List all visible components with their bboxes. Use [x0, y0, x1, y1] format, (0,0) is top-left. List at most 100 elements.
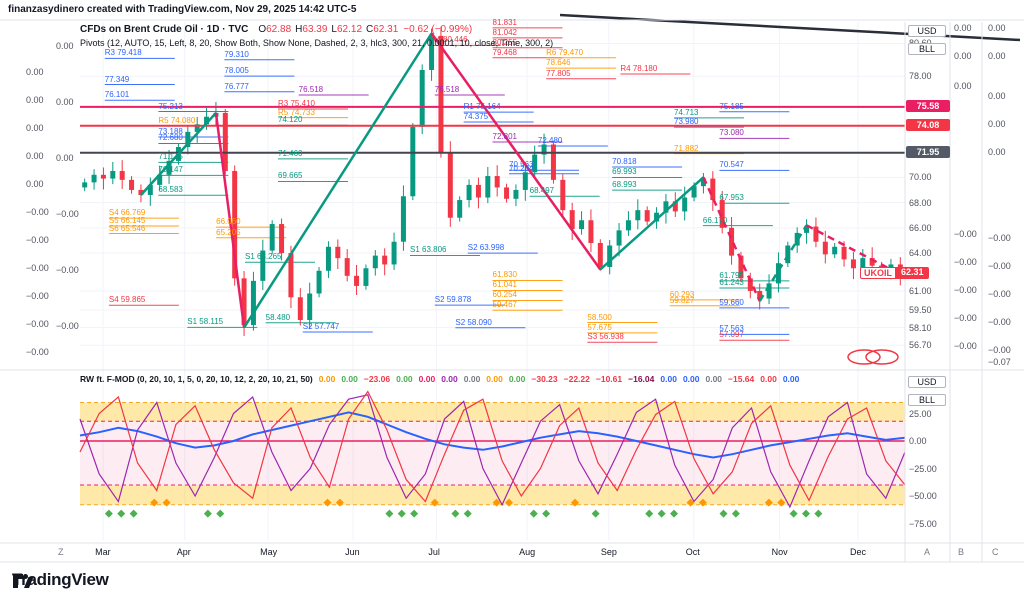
pivot-level-label: 66.060 [216, 217, 241, 227]
left-scale-value: −0.00 [26, 263, 49, 273]
pivot-level-label: S2 57.747 [302, 322, 340, 331]
pivots-indicator-legend[interactable]: Pivots (12, AUTO, 15, Left, 8, 20, Show … [80, 38, 554, 48]
pivot-level-label: 61.243 [719, 277, 744, 287]
left-scale-value: 0.00 [26, 95, 44, 105]
pivot-level-label: 71.460 [278, 148, 303, 158]
pivot-level-label: 59.827 [669, 295, 695, 305]
indicator-unit-badge[interactable]: BLL [908, 394, 946, 406]
pivot-level-label: 60.293 [669, 289, 695, 299]
pivot-level-label: 75.185 [719, 101, 744, 111]
pivot-level-label: 74.713 [674, 107, 699, 117]
pivot-level-label: 60.254 [492, 290, 517, 300]
indicator-value: −22.22 [563, 374, 590, 384]
indicator-currency-badge[interactable]: USD [908, 376, 946, 388]
indicator-value: 0.00 [341, 374, 358, 384]
time-axis-month: Jun [345, 547, 360, 557]
oscillator-bands [80, 402, 905, 506]
pivot-level-label: R1 75.164 [463, 102, 501, 112]
pivot-level-label: 61.041 [492, 280, 517, 290]
pivot-level-label: 59.467 [492, 300, 517, 310]
pivot-level-label: 70.147 [158, 165, 183, 175]
extra-scale-value: −0.00 [988, 345, 1011, 355]
pivot-level-label: S1 63.806 [410, 245, 447, 255]
extra-scale-value: 0.00 [988, 23, 1006, 33]
left-corner-letter[interactable]: Z [58, 547, 64, 557]
right-corner-letter[interactable]: C [992, 547, 999, 557]
price-scale-tick: 78.00 [909, 71, 932, 82]
indicator-value: 0.00 [782, 374, 800, 384]
level-price-badge: 74.08 [906, 118, 950, 131]
left-scale-value: 0.00 [56, 41, 74, 51]
pivot-level-label: 58.480 [265, 312, 291, 322]
pivot-level-label: 76.777 [224, 81, 249, 91]
pivot-level-label: S1 63.265 [245, 252, 282, 262]
left-scale-value: 0.00 [26, 151, 44, 161]
right-corner-letter[interactable]: A [924, 547, 931, 557]
panel-separators [0, 19, 1024, 563]
right-corner-letter[interactable]: B [958, 547, 965, 557]
pivot-level-label: 75.213 [158, 101, 183, 111]
oscillator-series-slow-blue [79, 411, 906, 459]
indicator-value: −16.04 [628, 374, 655, 384]
currency-badge[interactable]: USD [908, 25, 946, 37]
pivot-level-label: S2 59.878 [434, 295, 472, 305]
change-value: −0.62 (−0.99%) [403, 24, 473, 35]
pivot-level-label: R4 80.446 [430, 35, 468, 45]
ohlc-label: O [258, 24, 267, 35]
pivot-level-label: S6 65.546 [108, 223, 146, 233]
indicator-value: 0.00 [682, 374, 700, 384]
extra-scale-value: −0.00 [988, 317, 1011, 327]
oscillator-lines [79, 390, 906, 509]
indicator-value: 0.00 [318, 374, 336, 384]
time-axis-month: Sep [600, 547, 617, 557]
pivot-level-label: 78.005 [224, 66, 249, 76]
pivot-level-label: 71.175 [158, 152, 183, 162]
indicator-legend[interactable]: RW ft. F-MOD (0, 20, 10, 1, 5, 0, 20, 10… [80, 374, 805, 384]
indicator-value: −10.61 [595, 374, 623, 384]
extra-scale-value: −0.00 [954, 313, 977, 323]
pivot-level-label: S2 63.998 [467, 243, 505, 253]
left-scale-value: 0.00 [56, 97, 74, 107]
pivot-level-label: 71.882 [674, 143, 699, 153]
pivot-level-label: 57.675 [587, 322, 612, 332]
extra-scale-value: 0.00 [954, 51, 972, 61]
price-scale-tick: 56.70 [909, 340, 932, 351]
oscillator-series-fast-purple [79, 394, 906, 509]
pivot-level-label: 73.188 [158, 127, 183, 137]
ohlc-label: C [366, 24, 374, 35]
tradingview-logo[interactable]: TradingView [12, 570, 109, 590]
symbol-legend[interactable]: CFDs on Brent Crude Oil · 1D · TVC O62.88… [80, 24, 472, 35]
pivot-level-label: 74.375 [463, 112, 489, 121]
pivot-level-label: 74.120 [278, 115, 303, 125]
pivot-level-lines [104, 27, 790, 343]
pivot-level-label: S4 59.865 [108, 295, 146, 305]
pivot-level-label: 72.680 [158, 133, 183, 143]
price-scale-tick: 68.00 [909, 197, 932, 208]
price-scale-tick: 64.00 [909, 248, 932, 259]
time-axis-month: Oct [685, 547, 700, 557]
pivot-level-label: 70.284 [509, 163, 534, 173]
ohlc-value: 62.12 [336, 24, 363, 35]
pivot-level-label: 66.170 [702, 215, 728, 225]
indicator-title: RW ft. F-MOD (0, 20, 10, 1, 5, 0, 20, 10… [80, 374, 313, 384]
extra-scale-value: 0.00 [988, 119, 1006, 129]
indicator-value: 0.00 [660, 374, 677, 384]
pivot-level-label: 77.349 [104, 74, 130, 84]
extra-scale-value: 0.00 [988, 51, 1006, 61]
pivot-level-label: 57.097 [719, 330, 744, 340]
pivot-level-label: 81.831 [492, 17, 517, 27]
trendline[interactable] [559, 13, 1021, 42]
pivot-level-label: 80.255 [492, 37, 517, 47]
left-scale-value: −0.00 [26, 347, 49, 357]
pivot-level-label: 68.993 [612, 180, 637, 190]
extra-scale-value: −0.00 [988, 289, 1011, 299]
indicator-scale-tick: 25.00 [909, 408, 932, 419]
pivot-level-label: 61.795 [719, 270, 744, 280]
price-scale-tick: 66.00 [909, 222, 932, 233]
pivot-level-label: 58.500 [587, 312, 612, 322]
extra-scale-value: 0.00 [988, 147, 1006, 157]
pivot-level-label: R5 74.733 [278, 107, 315, 117]
price-scale-tick: 58.10 [909, 322, 932, 333]
unit-badge[interactable]: BLL [908, 43, 946, 55]
